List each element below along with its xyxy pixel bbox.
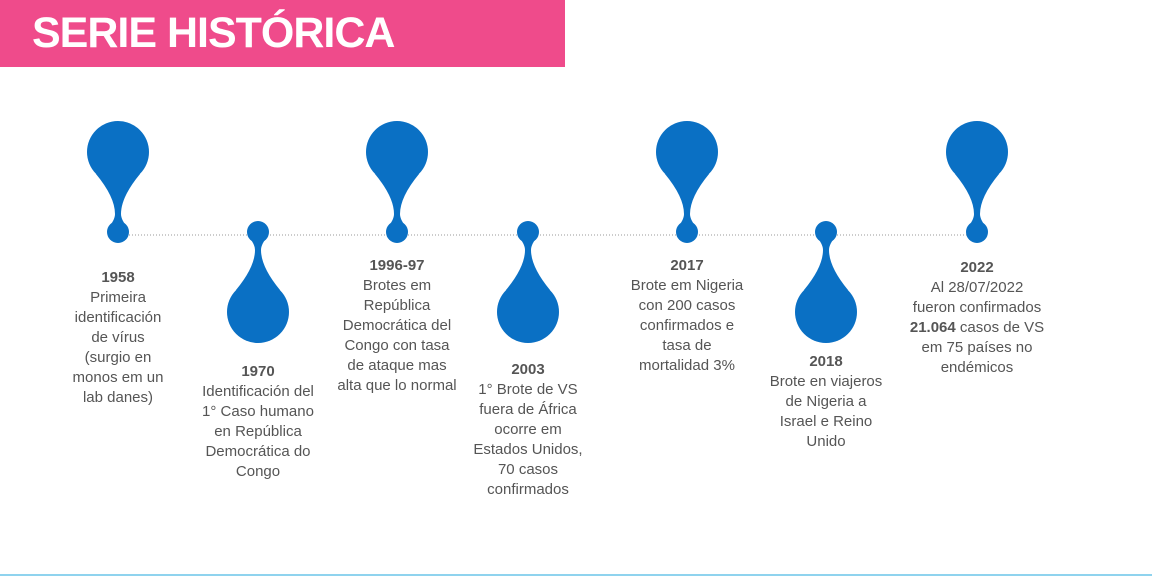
event-text: confirmados: [487, 481, 569, 498]
marker-neck: [96, 174, 140, 228]
event-text: Democrática do: [205, 443, 310, 460]
event-text: Democrática del: [343, 317, 451, 334]
event-text: Congo: [236, 463, 280, 480]
marker-drop: [676, 221, 698, 243]
marker: [946, 121, 1008, 243]
event-text: alta que lo normal: [337, 377, 456, 394]
marker: [656, 121, 718, 243]
marker-drop: [247, 221, 269, 243]
marker-neck: [665, 174, 709, 228]
marker-head: [656, 121, 718, 183]
marker-drop: [815, 221, 837, 243]
event-year: 1996-97: [369, 257, 424, 274]
event-text: Congo con tasa: [344, 337, 450, 354]
marker-head: [87, 121, 149, 183]
title-banner: SERIE HISTÓRICA: [0, 0, 565, 67]
event-text: lab danes): [83, 389, 153, 406]
event-year: 1970: [241, 363, 274, 380]
event-text: de vírus: [91, 329, 144, 346]
event-year: 2003: [511, 361, 544, 378]
event-text: 1° Brote de VS: [478, 381, 577, 398]
title: SERIE HISTÓRICA: [32, 9, 395, 57]
event-text: Al 28/07/2022: [931, 279, 1024, 296]
marker: [227, 221, 289, 343]
event-text: en República: [214, 423, 302, 440]
event-text: monos em un: [73, 369, 164, 386]
marker-neck: [804, 236, 848, 290]
marker-head: [227, 281, 289, 343]
marker-neck: [236, 236, 280, 290]
event-text: 70 casos: [498, 461, 558, 478]
event-text: fuera de África: [479, 401, 577, 418]
event-text: Brote em Nigeria: [631, 277, 744, 294]
marker-head: [795, 281, 857, 343]
event-text: Unido: [806, 433, 845, 450]
event-text: Brote en viajeros: [770, 373, 883, 390]
event-text: de Nigeria a: [786, 393, 868, 410]
event-text: Israel e Reino: [780, 413, 873, 430]
event-text: tasa de: [662, 337, 711, 354]
marker-head: [497, 281, 559, 343]
event-text: 21.064 casos de VS: [910, 319, 1044, 336]
event-text: (surgio en: [85, 349, 152, 366]
marker-drop: [517, 221, 539, 243]
event-year: 2022: [960, 259, 993, 276]
marker: [366, 121, 428, 243]
event-text: de ataque mas: [347, 357, 446, 374]
event-text: con 200 casos: [639, 297, 736, 314]
event-text: Estados Unidos,: [473, 441, 582, 458]
event-year: 1958: [101, 269, 134, 286]
event-text-bold: 21.064: [910, 319, 957, 336]
marker: [87, 121, 149, 243]
event-text: mortalidad 3%: [639, 357, 735, 374]
event-text: 1° Caso humano: [202, 403, 314, 420]
event-text: ocorre em: [494, 421, 562, 438]
marker-head: [946, 121, 1008, 183]
marker-drop: [386, 221, 408, 243]
event-text: endémicos: [941, 359, 1014, 376]
marker-head: [366, 121, 428, 183]
event-text: identificación: [75, 309, 162, 326]
event-text: casos de VS: [956, 319, 1044, 336]
event-text: Brotes em: [363, 277, 431, 294]
marker-drop: [107, 221, 129, 243]
marker-drop: [966, 221, 988, 243]
event-text: Primeira: [90, 289, 146, 306]
event-text: República: [364, 297, 431, 314]
marker-neck: [955, 174, 999, 228]
marker: [795, 221, 857, 343]
event-text: em 75 países no: [922, 339, 1033, 356]
event-text: confirmados e: [640, 317, 734, 334]
event-text: Identificación del: [202, 383, 314, 400]
marker-neck: [375, 174, 419, 228]
event-year: 2017: [670, 257, 703, 274]
event-year: 2018: [809, 353, 842, 370]
marker: [497, 221, 559, 343]
marker-neck: [506, 236, 550, 290]
event-text: fueron confirmados: [913, 299, 1041, 316]
